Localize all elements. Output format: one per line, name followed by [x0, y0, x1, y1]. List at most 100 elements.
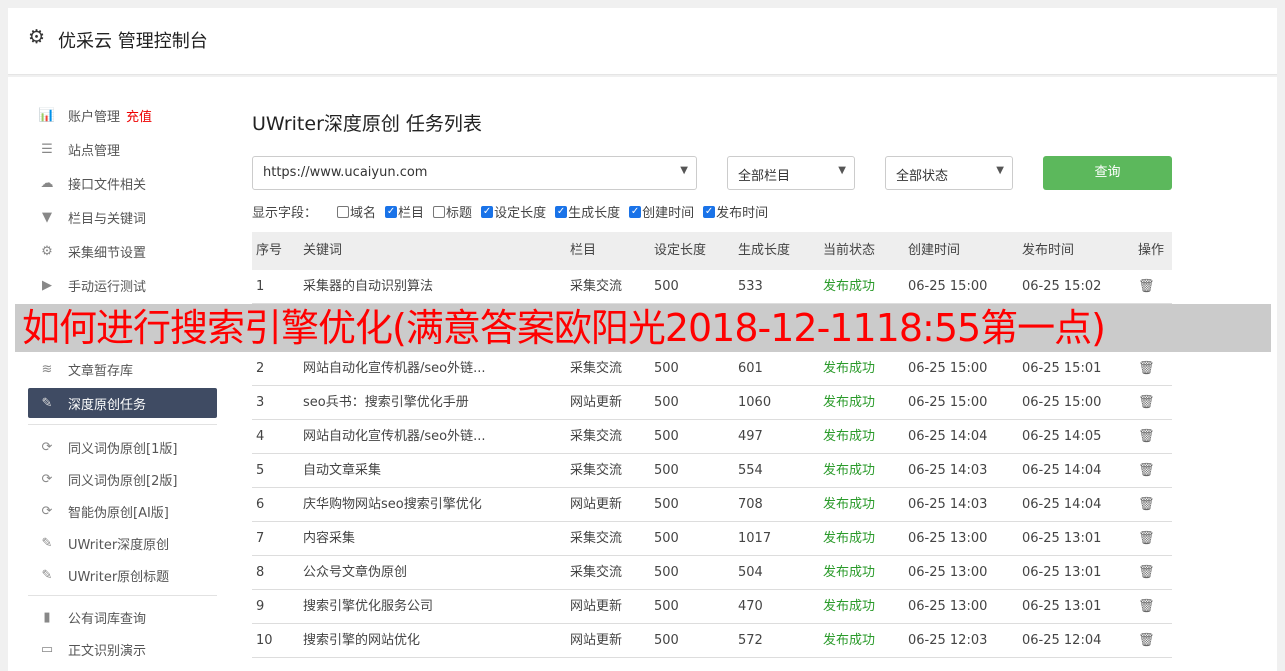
column-select-value: 全部栏目: [738, 169, 791, 184]
trash-icon[interactable]: 🗑: [1138, 599, 1155, 614]
table-cell: 发布成功: [823, 599, 876, 614]
main-panel: 📊 账户管理 充值 ☰ 站点管理 ☁ 接口文件相关 ▼ 栏目与关键词 ⚙ 采集细节设置 ▶ 手动运行测试…: [8, 77, 1277, 671]
field-checkbox[interactable]: ✓ 生成长度: [555, 202, 620, 221]
table-row: 1 采集器的自动识别算法 采集交流 500 533 发布成功 06-25 15:00 06-2…: [252, 270, 1172, 304]
table-cell: 2: [256, 361, 265, 376]
play-circle-icon: ▶: [42, 277, 52, 293]
checkbox-icon[interactable]: ✓: [481, 205, 494, 218]
sidebar-item-label: 接口文件相关: [68, 177, 147, 193]
sidebar-item-label: UWriter原创标题: [68, 569, 170, 585]
table-cell: 06-25 14:04: [908, 429, 988, 444]
column-select[interactable]: 全部栏目 ▼: [727, 156, 855, 190]
field-checkbox[interactable]: 标题: [433, 202, 472, 221]
trash-icon[interactable]: 🗑: [1138, 497, 1155, 512]
display-fields: 显示字段： 域名 ✓ 栏目 标题 ✓ 设定长度 ✓ 生成长度 ✓ 创建时间 ✓ 发布时间: [252, 202, 777, 221]
table-cell: 06-25 12:03: [908, 633, 988, 648]
column-header: 栏目: [570, 243, 597, 258]
field-label: 设定长度: [494, 206, 547, 221]
sidebar-item[interactable]: ⟳ 同义词伪原创[1版]: [38, 432, 178, 462]
column-header: 设定长度: [654, 243, 707, 258]
table-cell: 采集交流: [570, 565, 623, 580]
sidebar-item[interactable]: ▮ 公有词库查询: [38, 602, 146, 632]
edit-icon: ✎: [41, 535, 53, 551]
table-cell: 500: [654, 497, 679, 512]
monitor-icon: ▭: [40, 641, 54, 657]
sidebar-item-label: 账户管理: [68, 109, 121, 125]
field-checkbox[interactable]: ✓ 设定长度: [481, 202, 546, 221]
chevron-down-icon: ▼: [680, 165, 688, 176]
sidebar-item[interactable]: ▼ 栏目与关键词: [38, 202, 146, 232]
table-cell: 自动文章采集: [303, 463, 382, 478]
field-checkbox[interactable]: ✓ 栏目: [385, 202, 424, 221]
trash-icon[interactable]: 🗑: [1138, 279, 1155, 294]
table-cell: 500: [654, 361, 679, 376]
table-cell: 9: [256, 599, 265, 614]
checkbox-icon[interactable]: ✓: [703, 205, 716, 218]
table-row: 7 内容采集 采集交流 500 1017 发布成功 06-25 13:00 06-25 13:…: [252, 522, 1172, 556]
checkbox-icon[interactable]: ✓: [555, 205, 568, 218]
table-cell: 1060: [738, 395, 772, 410]
chevron-down-icon: ▼: [996, 165, 1004, 176]
sidebar-item[interactable]: ☰ 站点管理: [38, 134, 120, 164]
checkbox-icon[interactable]: ✓: [629, 205, 642, 218]
field-checkbox[interactable]: 域名: [337, 202, 376, 221]
sidebar-item-label: 同义词伪原创[1版]: [68, 441, 178, 457]
book-icon: ▮: [43, 609, 51, 625]
table-cell: 500: [654, 279, 679, 294]
sidebar-item[interactable]: ⟳ 智能伪原创[AI版]: [38, 496, 169, 526]
column-header: 操作: [1138, 243, 1165, 258]
sidebar-item[interactable]: ✎ UWriter原创标题: [38, 560, 170, 590]
sidebar-item[interactable]: ⚙ 采集细节设置: [38, 236, 146, 266]
query-button[interactable]: 查询: [1043, 156, 1172, 190]
field-label: 创建时间: [642, 206, 695, 221]
trash-icon[interactable]: 🗑: [1138, 395, 1155, 410]
checkbox-icon[interactable]: ✓: [385, 205, 398, 218]
table-cell: seo兵书：搜索引擎优化手册: [303, 395, 469, 410]
table-cell: 504: [738, 565, 763, 580]
database-icon: ≋: [41, 361, 53, 377]
table-cell: 采集交流: [570, 429, 623, 444]
checkbox-icon[interactable]: [433, 205, 446, 218]
sidebar-item-label: UWriter深度原创: [68, 537, 170, 553]
sidebar-item[interactable]: ⟳ 同义词伪原创[2版]: [38, 464, 178, 494]
checkbox-icon[interactable]: [337, 205, 350, 218]
table-cell: 500: [654, 395, 679, 410]
trash-icon[interactable]: 🗑: [1138, 565, 1155, 580]
field-checkbox[interactable]: ✓ 创建时间: [629, 202, 694, 221]
table-row: 2 网站自动化宣传机器/seo外链... 采集交流 500 601 发布成功 06-25 1…: [252, 352, 1172, 386]
sidebar-item[interactable]: ▶ 手动运行测试: [38, 270, 146, 300]
table-cell: 06-25 13:01: [1022, 599, 1102, 614]
table-cell: 500: [654, 565, 679, 580]
trash-icon[interactable]: 🗑: [1138, 361, 1155, 376]
field-checkbox[interactable]: ✓ 发布时间: [703, 202, 768, 221]
table-cell: 470: [738, 599, 763, 614]
task-table: 序号 关键词 栏目 设定长度 生成长度 当前状态 创建时间 发布时间 操作 1 采集器的自动识别算…: [252, 232, 1172, 658]
table-cell: 500: [654, 463, 679, 478]
sidebar-item-label: 公有词库查询: [68, 611, 147, 627]
sidebar-item[interactable]: ✎ 深度原创任务: [28, 388, 217, 418]
table-cell: 采集交流: [570, 361, 623, 376]
sidebar-item[interactable]: ☁ 接口文件相关: [38, 168, 147, 198]
table-cell: 搜索引擎的网站优化: [303, 633, 421, 648]
refresh-icon: ⟳: [41, 471, 53, 487]
recharge-link[interactable]: 充值: [126, 109, 153, 125]
table-cell: 06-25 14:03: [908, 463, 988, 478]
sidebar-item[interactable]: ✎ UWriter深度原创: [38, 528, 170, 558]
sidebar-item[interactable]: ≋ 文章暂存库: [38, 354, 133, 384]
trash-icon[interactable]: 🗑: [1138, 463, 1155, 478]
table-cell: 06-25 15:00: [908, 395, 988, 410]
site-select[interactable]: https://www.ucaiyun.com ▼: [252, 156, 697, 190]
sidebar-item[interactable]: 📊 账户管理 充值: [38, 100, 152, 130]
sidebar-item[interactable]: ▭ 正文识别演示: [38, 634, 146, 664]
table-cell: 500: [654, 633, 679, 648]
trash-icon[interactable]: 🗑: [1138, 633, 1155, 648]
table-cell: 采集交流: [570, 463, 623, 478]
trash-icon[interactable]: 🗑: [1138, 429, 1155, 444]
table-cell: 500: [654, 531, 679, 546]
gear-icon: ⚙: [28, 26, 46, 48]
cloud-upload-icon: ☁: [40, 175, 54, 191]
trash-icon[interactable]: 🗑: [1138, 531, 1155, 546]
sidebar-item-label: 站点管理: [68, 143, 121, 159]
page-title: UWriter深度原创 任务列表: [252, 113, 482, 135]
status-select[interactable]: 全部状态 ▼: [885, 156, 1013, 190]
